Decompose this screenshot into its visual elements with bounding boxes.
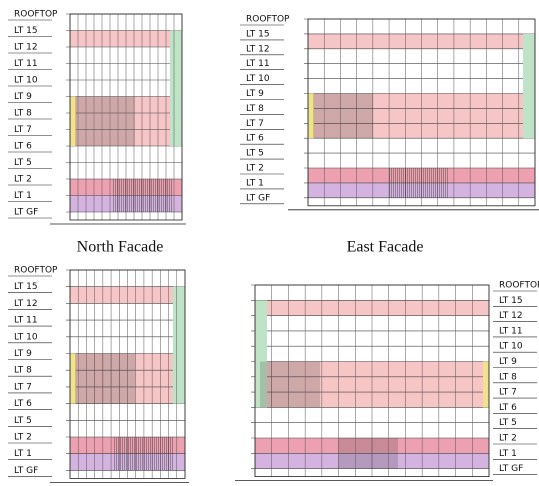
level-label: LT GF [14,208,38,218]
side-strip [523,33,535,139]
level-label: LT 8 [499,372,517,382]
level-label: LT 9 [499,357,517,367]
level-label: LT 10 [246,74,270,84]
level-label: LT 15 [246,29,270,39]
level-label: LT 5 [14,158,32,168]
facade-caption: North Facade [77,239,164,256]
side-strip [255,300,267,408]
level-label: LT 15 [14,282,38,292]
level-label: LT 15 [14,26,38,36]
level-label: LT 6 [499,403,517,413]
level-label: LT 7 [14,125,32,135]
level-label: LT 1 [14,449,32,459]
level-label: LT 9 [14,349,32,359]
outline [69,269,186,479]
facade-caption: East Facade [347,239,424,256]
level-label: LT 11 [14,316,38,326]
outline [69,13,183,221]
level-label: LT 10 [14,332,38,342]
outline [254,284,490,478]
level-label: LT 6 [14,399,32,409]
edge-strip [308,93,314,139]
level-label: LT GF [499,464,523,474]
level-label: LT 7 [14,382,32,392]
level-label: ROOFTOP [14,10,58,20]
level-label: LT 7 [246,119,264,129]
level-label: LT 6 [14,142,32,152]
level-label: ROOFTOP [14,266,58,276]
edge-strip [483,361,489,408]
level-label: LT 11 [499,326,523,336]
level-label: LT 12 [14,299,38,309]
facade-drawing [50,269,189,483]
facade-drawing [235,284,493,482]
level-label: LT 12 [14,43,38,53]
level-label: LT 1 [246,178,264,188]
level-label: LT 11 [246,59,270,69]
level-label: LT 8 [14,109,32,119]
edge-strip [70,96,76,146]
level-label: LT 2 [14,433,32,443]
level-label: LT 5 [499,418,517,428]
level-label: LT 1 [499,449,517,459]
level-label: LT 6 [246,134,264,144]
level-label: LT 9 [246,89,264,99]
edge-strip [70,353,76,404]
side-strip [170,30,182,146]
level-label: LT 1 [14,191,32,201]
facade-drawing [288,18,539,211]
level-label: LT 15 [499,296,523,306]
level-label: LT 12 [246,44,270,54]
level-label: LT 9 [14,92,32,102]
level-label: LT 8 [14,366,32,376]
facade-drawing [50,13,186,225]
outline [307,18,536,207]
level-label: LT 10 [499,342,523,352]
level-label: LT 5 [246,149,264,159]
level-label: LT 11 [14,59,38,69]
level-label: ROOFTOP [246,15,290,25]
level-label: LT GF [14,466,38,476]
side-strip [173,286,185,404]
level-label: ROOFTOP [499,281,539,291]
level-label: LT 7 [499,388,517,398]
level-label: LT 5 [14,416,32,426]
level-label: LT GF [246,193,270,203]
level-label: LT 2 [246,164,264,174]
level-label: LT 10 [14,76,38,86]
level-label: LT 12 [499,311,523,321]
level-label: LT 2 [14,175,32,185]
level-label: LT 8 [246,104,264,114]
level-label: LT 2 [499,434,517,444]
